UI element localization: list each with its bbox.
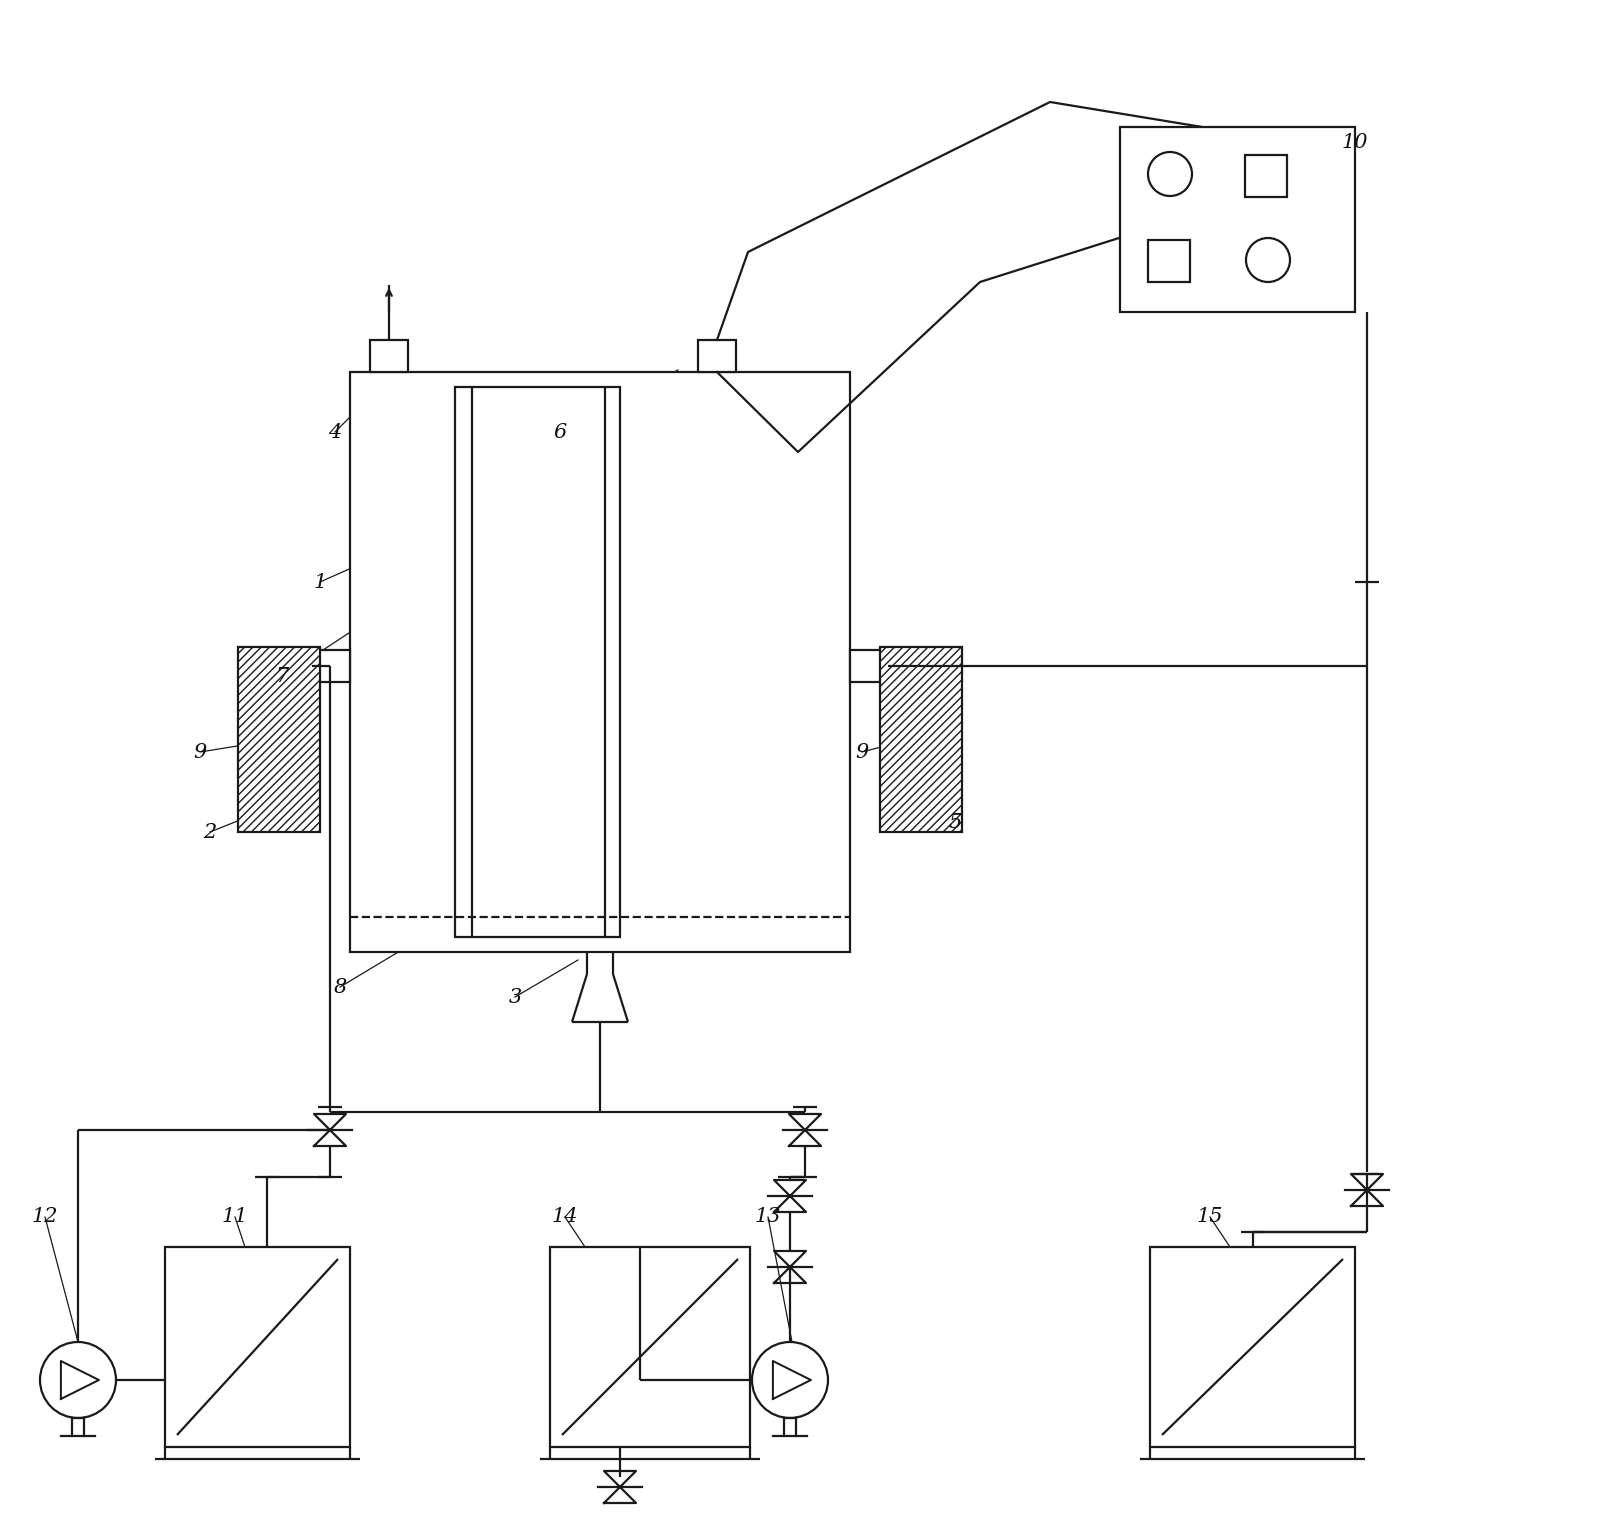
Text: 8: 8: [334, 977, 347, 996]
Bar: [369, 340, 408, 372]
Bar: [311, 650, 350, 682]
Text: 3: 3: [508, 988, 521, 1007]
Bar: [350, 372, 850, 951]
Bar: [239, 647, 319, 832]
Bar: [1119, 127, 1355, 313]
Bar: [881, 647, 961, 832]
Bar: [550, 1247, 750, 1448]
Bar: [165, 1247, 350, 1448]
Text: 6: 6: [553, 423, 566, 441]
Text: 10: 10: [1342, 132, 1368, 152]
Text: 2: 2: [203, 823, 216, 841]
Text: 9: 9: [194, 743, 206, 761]
Text: 13: 13: [755, 1207, 781, 1227]
Text: 15: 15: [1197, 1207, 1223, 1227]
Text: 7: 7: [276, 668, 289, 686]
Text: 14: 14: [552, 1207, 577, 1227]
Text: 12: 12: [32, 1207, 58, 1227]
Text: 11: 11: [221, 1207, 248, 1227]
Bar: [698, 340, 736, 372]
Text: 1: 1: [313, 573, 326, 591]
Text: 5: 5: [948, 812, 961, 832]
Bar: [1150, 1247, 1355, 1448]
Text: 9: 9: [855, 743, 869, 761]
Text: 4: 4: [329, 423, 342, 441]
Bar: [850, 650, 889, 682]
Bar: [455, 388, 619, 938]
Bar: [1245, 155, 1287, 198]
Bar: [1148, 241, 1190, 282]
